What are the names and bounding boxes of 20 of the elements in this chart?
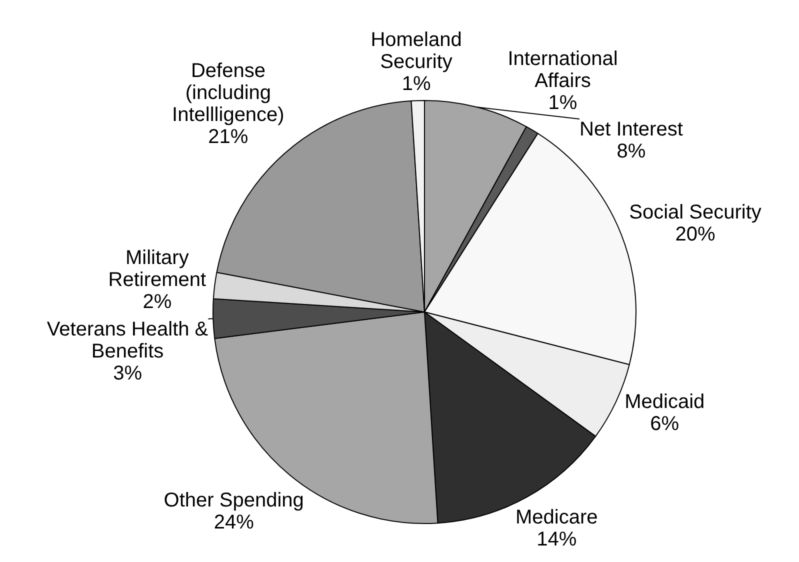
data-label: 2% [142,291,172,314]
data-label: 24% [214,511,254,534]
data-label: 14% [536,528,577,551]
slice-label: Medicaid [624,391,705,414]
slice-label: Net Interest [580,118,684,141]
slice-label: Social Security [629,202,762,224]
slice-label: Veterans Health & Benefits [46,318,209,362]
slice-label: Medicare [515,506,598,529]
slice-label: Military Retirement [108,247,207,292]
data-label: 21% [208,126,248,148]
data-label: 8% [616,140,646,163]
slice-label: Homeland Security [370,29,462,74]
data-label: 1% [548,92,578,114]
slice-label: Defense (including Intellligence) [172,60,284,126]
data-label: 6% [650,413,680,436]
data-label: 20% [675,224,716,246]
slice-label: International Affairs [508,48,618,92]
data-label: 1% [402,73,431,96]
slice-label: Other Spending [164,489,304,512]
data-label: 3% [113,362,142,384]
